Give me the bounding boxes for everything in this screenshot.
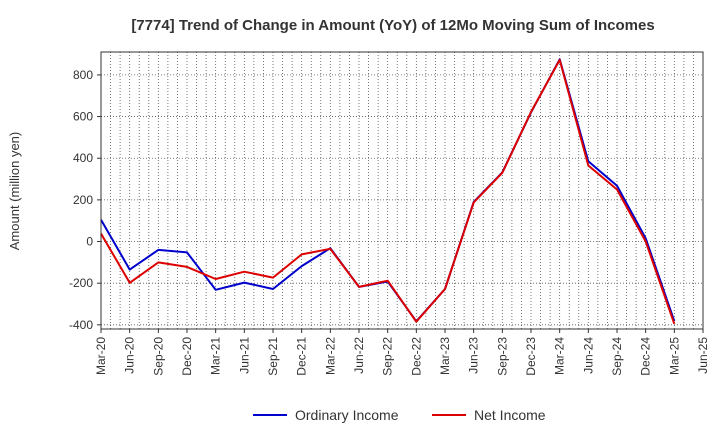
x-tick-label: Sep-23 <box>495 337 509 376</box>
grid <box>101 52 703 329</box>
x-tick-label: Dec-21 <box>295 337 309 376</box>
legend-label-0: Ordinary Income <box>295 407 399 423</box>
x-tick-label: Jun-22 <box>352 337 366 374</box>
series-line-1 <box>100 58 676 325</box>
y-tick-label: 800 <box>73 68 93 82</box>
x-tick-label: Sep-24 <box>610 337 624 376</box>
chart-title: [7774] Trend of Change in Amount (YoY) o… <box>131 17 654 34</box>
x-tick-label: Jun-25 <box>696 337 710 374</box>
series-lines <box>100 58 676 325</box>
y-axis: -400 -200 0 200 400 600 800 <box>69 68 101 332</box>
x-tick-label: Dec-22 <box>409 337 423 376</box>
x-tick-label: Mar-21 <box>209 337 223 375</box>
legend: Ordinary Income Net Income <box>253 407 546 423</box>
x-axis: Mar-20 Jun-20 Sep-20 Dec-20 Mar-21 Jun-21 Sep-… <box>94 329 710 376</box>
y-tick-label: 400 <box>73 151 93 165</box>
x-tick-label: Jun-20 <box>123 337 137 374</box>
x-tick-label: Jun-24 <box>581 337 595 374</box>
plot-area <box>101 52 703 329</box>
y-tick-label: 0 <box>86 235 93 249</box>
plot-border <box>100 51 704 330</box>
x-tick-label: Jun-23 <box>467 337 481 374</box>
y-tick-label: -400 <box>69 318 93 332</box>
y-axis-label: Amount (million yen) <box>7 132 22 251</box>
x-tick-label: Dec-23 <box>524 337 538 376</box>
y-tick-label: 600 <box>73 110 93 124</box>
x-tick-label: Dec-24 <box>639 337 653 376</box>
x-tick-label: Sep-20 <box>151 337 165 376</box>
x-tick-label: Mar-24 <box>553 337 567 375</box>
y-tick-label: 200 <box>73 193 93 207</box>
x-tick-label: Mar-23 <box>438 337 452 375</box>
x-tick-label: Mar-22 <box>323 337 337 375</box>
x-tick-label: Mar-25 <box>667 337 681 375</box>
x-tick-label: Sep-22 <box>381 337 395 376</box>
y-tick-label: -200 <box>69 276 93 290</box>
x-tick-label: Mar-20 <box>94 337 108 375</box>
x-tick-label: Jun-21 <box>237 337 251 374</box>
legend-label-1: Net Income <box>474 407 546 423</box>
x-tick-label: Dec-20 <box>180 337 194 376</box>
x-tick-label: Sep-21 <box>266 337 280 376</box>
